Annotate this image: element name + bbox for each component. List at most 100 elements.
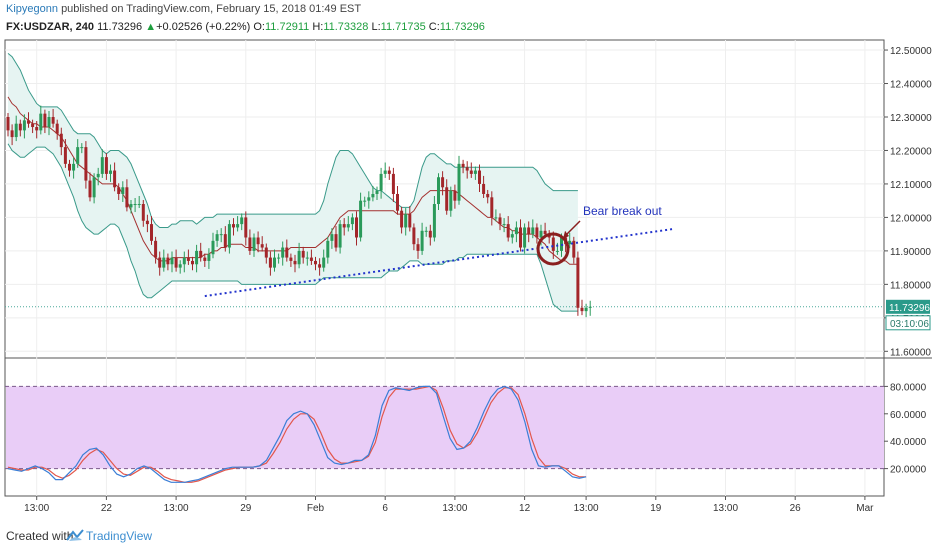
candle-body (432, 204, 436, 238)
candle-body (510, 234, 514, 238)
high-label: H: (312, 21, 324, 33)
candle-body (100, 157, 104, 174)
candle-body (318, 264, 322, 268)
candle-body (535, 227, 539, 238)
time-tick-label: 13:00 (24, 503, 49, 514)
last-price-badge (886, 299, 930, 314)
candle-body (363, 200, 367, 202)
candle-body (309, 257, 313, 261)
price-tick-label: 12.10000 (890, 180, 932, 191)
candle-body (80, 147, 84, 149)
candle-body (232, 224, 235, 228)
candle-body (572, 240, 576, 258)
time-tick-label: 19 (650, 503, 662, 514)
candle-body (207, 254, 211, 261)
countdown-badge-text: 03:10:06 (890, 319, 929, 330)
candle-body (199, 250, 203, 258)
annotation-arrowhead (563, 231, 569, 239)
candle-body (166, 257, 170, 265)
price-tick-label: 11.80000 (890, 280, 931, 291)
close-value: 11.73296 (439, 21, 485, 33)
price-change: +0.02526 (+0.22%) (156, 21, 251, 33)
candle-body (47, 116, 51, 128)
candle-body (502, 224, 506, 226)
candle-body (576, 257, 580, 308)
tradingview-brand-link[interactable]: TradingView (86, 529, 153, 543)
candle-body (43, 113, 47, 128)
bollinger-lower-line (7, 143, 578, 312)
candle-body (145, 220, 149, 225)
time-tick-label: 26 (790, 503, 802, 514)
candle-body (236, 224, 240, 228)
price-tick-label: 12.50000 (890, 46, 932, 57)
candle-body (281, 247, 285, 258)
candle-body (580, 307, 584, 312)
candle-body (260, 244, 264, 248)
candle-body (244, 217, 248, 238)
candle-body (523, 227, 527, 248)
candle-body (174, 257, 178, 268)
candle-body (498, 217, 502, 225)
candle-body (437, 177, 440, 205)
annotation-arrow (564, 220, 581, 237)
candle-body (412, 227, 416, 245)
candle-body (215, 234, 219, 241)
candle-body (113, 170, 117, 188)
candle-body (568, 240, 572, 245)
close-label: C: (428, 21, 440, 33)
candle-body (330, 234, 334, 241)
candle-body (441, 177, 445, 188)
price-tick-label: 12.20000 (890, 146, 932, 157)
candle-body (424, 230, 428, 232)
time-tick-label: 29 (240, 503, 252, 514)
candle-body (482, 183, 486, 194)
candle-body (125, 187, 129, 208)
stoch-tick-label: 80.0000 (890, 382, 927, 393)
time-tick-label: 12 (519, 503, 531, 514)
candle-body (408, 214, 412, 228)
low-value: 11.71735 (380, 21, 426, 33)
candle-body (355, 217, 358, 238)
candle-body (273, 257, 276, 268)
candle-body (6, 116, 10, 131)
candle-body (400, 210, 404, 228)
price-tick-label: 11.60000 (890, 347, 931, 358)
annotation-text: Bear break out (583, 204, 662, 218)
candle-body (383, 170, 387, 174)
candle-body (162, 257, 166, 268)
candle-body (396, 193, 399, 211)
candle-body (268, 257, 272, 268)
candle-body (469, 170, 473, 174)
candle-body (35, 127, 39, 131)
candle-body (55, 123, 59, 134)
candle-body (473, 170, 477, 174)
candle-body (420, 230, 424, 251)
time-tick-label: 13:00 (164, 503, 189, 514)
stoch-k-line (7, 385, 587, 483)
candle-body (195, 250, 199, 265)
candle-body (338, 224, 342, 248)
candle-body (391, 173, 395, 194)
change-arrow-icon: ▲ (145, 21, 157, 33)
symbol-info: FX:USDZAR, 240 11.73296 ▲+0.02526 (+0.22… (6, 21, 485, 33)
stoch-tick-label: 20.0000 (890, 465, 927, 476)
candle-body (150, 224, 153, 241)
candle-body (22, 120, 26, 131)
price-chart[interactable]: Bear break out 12.50000 12.40000 12.30000 12… (0, 0, 932, 520)
stoch-band-fill (6, 386, 884, 469)
candle-body (92, 177, 96, 198)
published-text: published on TradingView.com, February 1… (61, 3, 362, 15)
bollinger-fill (8, 53, 578, 312)
author-link[interactable]: Kipyegonn (6, 3, 58, 15)
candle-body (346, 224, 350, 228)
open-value: 11.72911 (265, 21, 310, 33)
candle-body (375, 190, 379, 194)
candle-body (449, 190, 453, 211)
candle-body (51, 116, 55, 124)
low-label: L: (371, 21, 381, 33)
candle-body (14, 123, 18, 138)
bollinger-basis-line (7, 96, 578, 265)
candle-body (264, 247, 268, 258)
candle-body (104, 157, 108, 174)
candle-body (256, 237, 260, 245)
